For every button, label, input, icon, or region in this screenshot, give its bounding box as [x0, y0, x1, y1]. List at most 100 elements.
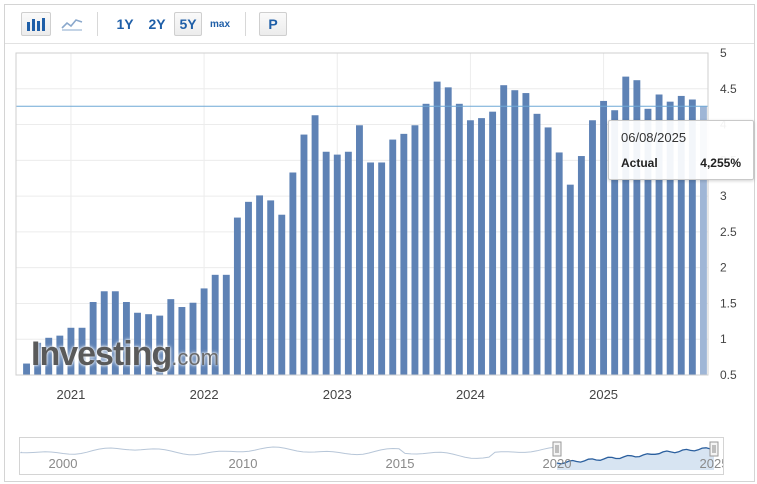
- chart-bar: [655, 94, 663, 375]
- x-tick-label: 2022: [190, 387, 219, 402]
- y-tick-label: 2: [720, 261, 727, 275]
- chart-bar: [178, 307, 186, 375]
- chart-bar: [89, 302, 97, 375]
- chart-bar: [45, 337, 53, 375]
- chart-bar: [611, 110, 619, 376]
- chart-widget: 1Y 2Y 5Y max P 0.511.522.533.544.55 2021…: [4, 4, 755, 482]
- chart-bar: [167, 299, 175, 375]
- chart-bar: [677, 95, 685, 376]
- chart-bar: [533, 113, 541, 375]
- chart-bar: [78, 327, 86, 375]
- chart-bar: [688, 99, 696, 375]
- chart-bar: [644, 108, 652, 375]
- chart-bar: [156, 315, 164, 375]
- chart-bar: [522, 93, 530, 375]
- range-max-button[interactable]: max: [209, 18, 230, 30]
- chart-bar: [466, 120, 474, 375]
- chart-bar: [344, 151, 352, 375]
- chart-bars: [23, 76, 707, 376]
- tooltip-label: Actual: [621, 156, 658, 170]
- range-navigator[interactable]: 2000 2010 2015 2020 2025: [19, 437, 728, 475]
- y-tick-label: 1.5: [720, 296, 737, 310]
- range-5y-button[interactable]: 5Y: [174, 12, 202, 36]
- chart-bar: [100, 291, 108, 375]
- navigator-history-line: [19, 446, 556, 459]
- chart-bar: [478, 118, 485, 376]
- chart-bar: [256, 195, 264, 375]
- chart-bar: [23, 363, 30, 375]
- chart-bar: [411, 125, 419, 376]
- p-button[interactable]: P: [259, 12, 287, 36]
- y-tick-label: 4.5: [720, 82, 737, 96]
- chart-bar: [122, 302, 130, 375]
- chart-bar: [422, 103, 430, 376]
- chart-bar: [233, 217, 241, 375]
- chart-bar: [333, 154, 341, 375]
- navigator-year-label: 2000: [49, 456, 78, 471]
- chart-bar: [600, 100, 608, 375]
- chart-toolbar: 1Y 2Y 5Y max P: [5, 5, 754, 44]
- chart-bar: [134, 312, 141, 375]
- chart-tooltip: 06/08/2025 Actual 4,255%: [608, 120, 754, 180]
- y-tick-label: 3: [720, 189, 727, 203]
- chart-bar: [289, 172, 297, 375]
- x-axis: 2021 2022 2023 2024 2025: [56, 387, 618, 402]
- navigator-selected-line: [556, 447, 715, 465]
- chart-bar: [245, 201, 252, 375]
- chart-bar: [278, 214, 286, 375]
- chart-bar: [389, 139, 397, 375]
- y-tick-label: 1: [720, 332, 727, 346]
- chart-bar: [444, 87, 452, 375]
- chart-bar: [544, 127, 552, 375]
- navigator-right-handle[interactable]: [709, 441, 719, 457]
- x-tick-label: 2025: [589, 387, 618, 402]
- chart-bar: [622, 76, 630, 376]
- chart-bar: [222, 274, 230, 375]
- plot-frame: [15, 52, 709, 376]
- tooltip-value: 4,255%: [700, 156, 741, 170]
- chart-bar: [200, 288, 208, 375]
- navigator-left-handle[interactable]: [552, 441, 562, 457]
- chart-bar: [300, 134, 308, 375]
- x-tick-label: 2024: [456, 387, 485, 402]
- range-1y-button[interactable]: 1Y: [116, 16, 134, 32]
- chart-bar: [56, 335, 64, 375]
- chart-bar: [666, 101, 674, 375]
- toolbar-separator: [245, 12, 246, 36]
- bar-chart-icon[interactable]: [21, 12, 51, 36]
- chart-bar: [145, 314, 153, 375]
- chart-bar: [455, 103, 463, 376]
- y-tick-label: 5: [720, 46, 727, 60]
- x-tick-label: 2023: [323, 387, 352, 402]
- y-tick-label: 0.5: [720, 368, 737, 382]
- x-tick-label: 2021: [56, 387, 85, 402]
- y-axis: 0.511.522.533.544.55: [720, 46, 737, 382]
- line-chart-icon[interactable]: [57, 12, 87, 36]
- chart-bar: [555, 152, 563, 375]
- chart-bar: [633, 80, 641, 375]
- navigator-year-label: 2020: [543, 456, 572, 471]
- chart-bar: [356, 125, 363, 376]
- reference-line-layer: [15, 52, 709, 376]
- chart-bar: [211, 274, 219, 375]
- chart-bar: [700, 106, 707, 375]
- chart-bar: [489, 111, 497, 376]
- navigator-chart: 2000 2010 2015 2020 2025: [19, 441, 728, 471]
- chart-bar: [500, 85, 508, 375]
- main-chart: 0.511.522.533.544.55 2021202220232024202…: [15, 46, 737, 402]
- chart-bar: [433, 81, 441, 376]
- chart-bar: [311, 115, 319, 375]
- navigator-selection-fill: [557, 447, 714, 470]
- navigator-year-label: 2015: [386, 456, 415, 471]
- tooltip-date: 06/08/2025: [621, 130, 687, 145]
- navigator-year-label: 2025: [700, 456, 723, 471]
- chart-bar: [566, 184, 574, 375]
- range-2y-button[interactable]: 2Y: [148, 16, 166, 32]
- chart-bar: [189, 302, 197, 375]
- chart-bar: [322, 151, 330, 375]
- chart-bar: [267, 200, 275, 375]
- chart-bar: [111, 291, 119, 375]
- chart-bar: [400, 133, 408, 375]
- chart-bar: [378, 162, 386, 375]
- chart-bar: [67, 327, 75, 375]
